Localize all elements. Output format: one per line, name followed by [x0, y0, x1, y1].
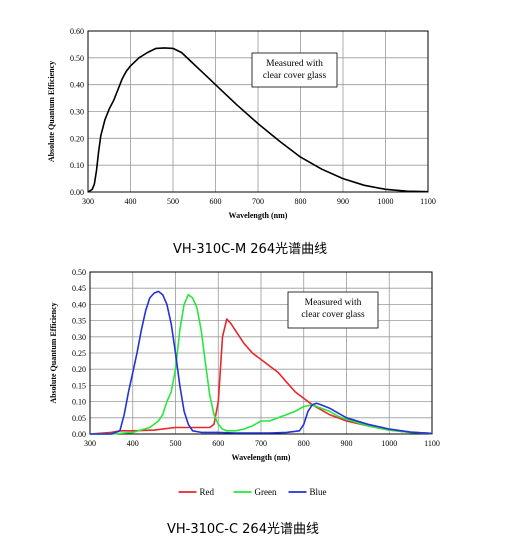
- chart-1: 300 400 500 600 700 800 900 1000 1100 0.00 0.10 0.2…: [47, 27, 436, 220]
- x-tick-label: 1000: [381, 439, 397, 448]
- annotation-text: Measured with: [266, 59, 323, 69]
- x-tick-label: 600: [210, 197, 222, 206]
- plot-frame: [89, 271, 433, 435]
- qe-series-line: [87, 47, 429, 193]
- y-tick-label: 0.10: [70, 161, 84, 170]
- y-tick-label: 0.00: [70, 188, 84, 197]
- x-tick-label: 500: [167, 197, 179, 206]
- annotation-text: clear cover glass: [263, 71, 327, 81]
- y-tick-label: 0.40: [70, 81, 84, 90]
- chart-2-caption: VH-310C-C 264光谱曲线: [167, 522, 319, 537]
- x-tick-label: 800: [298, 439, 310, 448]
- x-tick-label: 300: [84, 439, 96, 448]
- x-axis-label: Wavelength (nm): [232, 453, 291, 462]
- y-tick-label: 0.40: [72, 300, 86, 309]
- annotation-text: Measured with: [305, 298, 362, 308]
- legend-label-blue: Blue: [310, 487, 327, 497]
- y-tick-label: 0.00: [72, 430, 86, 439]
- chart-2: 300 400 500 600 700 800 900 1000 1100 0.00 0.05 0.1…: [49, 268, 440, 497]
- x-tick-label: 500: [170, 439, 182, 448]
- x-tick-label: 800: [295, 197, 307, 206]
- y-tick-label: 0.30: [72, 333, 86, 342]
- y-tick-label: 0.20: [70, 134, 84, 143]
- y-axis-label: Absolute Quantum Efficiency: [49, 302, 58, 403]
- annotation-text: clear cover glass: [301, 310, 365, 320]
- y-tick-label: 0.45: [72, 284, 86, 293]
- y-tick-label: 0.20: [72, 365, 86, 374]
- x-tick-label: 400: [127, 439, 139, 448]
- y-tick-label: 0.30: [70, 108, 84, 117]
- x-tick-label: 700: [255, 439, 267, 448]
- legend-label-red: Red: [200, 487, 215, 497]
- annotation-box: [287, 291, 379, 329]
- y-tick-label: 0.50: [72, 268, 86, 277]
- y-axis-label: Absolute Quantum Efficiency: [47, 61, 56, 162]
- x-tick-label: 1100: [424, 439, 440, 448]
- x-tick-label: 1000: [378, 197, 394, 206]
- blue-series-line: [90, 290, 433, 435]
- x-tick-label: 900: [341, 439, 353, 448]
- annotation-box: [251, 52, 338, 88]
- y-tick-label: 0.15: [72, 381, 86, 390]
- plot-frame: [87, 30, 429, 193]
- x-tick-label: 900: [337, 197, 349, 206]
- x-tick-label: 700: [252, 197, 264, 206]
- chart-1-caption: VH-310C-M 264光谱曲线: [173, 242, 328, 257]
- x-tick-label: 400: [125, 197, 137, 206]
- legend-label-green: Green: [255, 487, 277, 497]
- x-tick-label: 1100: [420, 197, 436, 206]
- x-tick-label: 600: [212, 439, 224, 448]
- y-tick-label: 0.35: [72, 317, 86, 326]
- y-tick-label: 0.25: [72, 349, 86, 358]
- red-series-line: [89, 318, 433, 435]
- y-tick-label: 0.60: [70, 27, 84, 36]
- x-axis-label: Wavelength (nm): [229, 211, 288, 220]
- y-tick-label: 0.10: [72, 398, 86, 407]
- y-tick-label: 0.50: [70, 54, 84, 63]
- x-tick-label: 300: [82, 197, 94, 206]
- y-tick-label: 0.05: [72, 414, 86, 423]
- green-series-line: [90, 293, 433, 435]
